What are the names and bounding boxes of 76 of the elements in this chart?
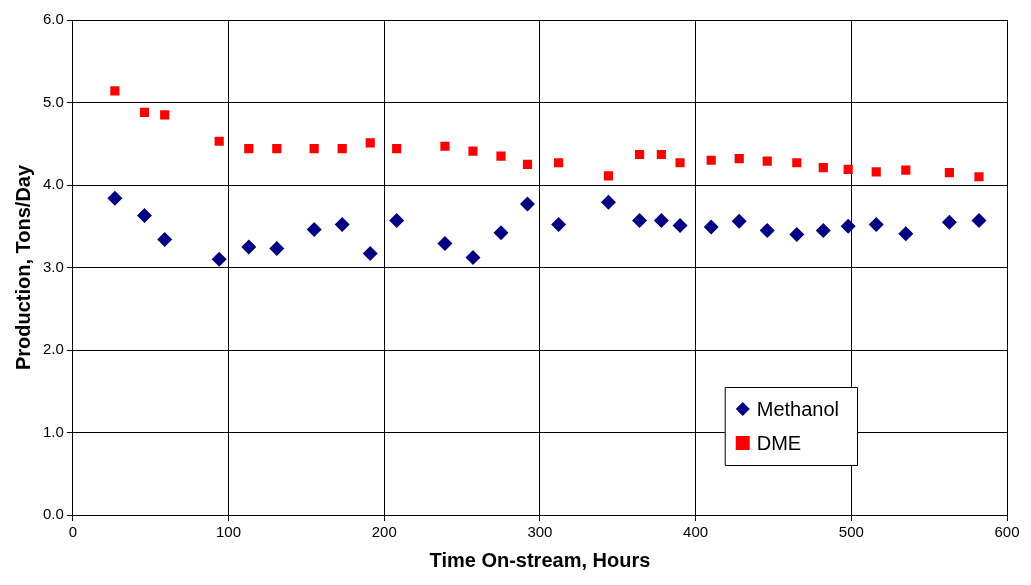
point (493, 225, 509, 241)
point (759, 222, 775, 238)
point (868, 217, 884, 233)
point (160, 110, 170, 120)
point (653, 212, 669, 228)
point (675, 158, 685, 168)
y-tick-label: 1.0 (42, 422, 64, 440)
point (734, 154, 744, 164)
y-tick-label: 6.0 (42, 10, 64, 28)
point (211, 251, 227, 267)
point (306, 222, 322, 238)
point (437, 236, 453, 252)
y-tick-label: 2.0 (42, 340, 64, 358)
point (672, 217, 688, 233)
point (632, 212, 648, 228)
point (971, 212, 987, 228)
y-tick-label: 0.0 (42, 505, 64, 523)
point (107, 190, 123, 206)
x-axis-title: Time On-stream, Hours (429, 548, 651, 571)
point (139, 107, 150, 117)
point (136, 208, 152, 224)
x-tick-label: 300 (527, 523, 553, 541)
point (871, 167, 881, 177)
y-axis-title: Production, Tons/Day (11, 164, 34, 371)
point (941, 214, 957, 230)
point (522, 159, 533, 169)
x-tick-label: 0 (68, 523, 78, 541)
point (110, 86, 120, 96)
point (898, 226, 914, 242)
point (337, 144, 347, 154)
y-tick-label: 3.0 (42, 257, 64, 275)
point (974, 172, 984, 182)
legend-label: DME (756, 431, 802, 454)
point (272, 144, 282, 154)
point (465, 250, 481, 266)
point (551, 217, 567, 233)
x-tick-label: 400 (683, 523, 709, 541)
point (656, 149, 666, 160)
point (944, 168, 954, 178)
y-tick-label: 5.0 (42, 92, 64, 110)
x-tick-label: 600 (994, 523, 1020, 541)
point (762, 156, 772, 166)
point (634, 149, 645, 160)
point (818, 163, 828, 173)
point (603, 171, 614, 181)
point (244, 144, 254, 154)
point (840, 218, 856, 234)
x-tick-label: 100 (216, 523, 242, 541)
point (706, 155, 716, 165)
point (519, 196, 535, 212)
point (440, 141, 450, 151)
x-tick-label: 500 (838, 523, 864, 541)
point (365, 138, 375, 148)
point (334, 217, 350, 233)
x-tick-label: 200 (371, 523, 397, 541)
point (241, 239, 257, 255)
point (157, 231, 173, 247)
point (392, 144, 402, 154)
point (554, 158, 564, 168)
point (468, 146, 478, 156)
point (731, 213, 747, 229)
point (843, 164, 853, 174)
point (309, 144, 319, 154)
y-tick-label: 4.0 (42, 175, 64, 193)
point (901, 165, 911, 175)
point (362, 245, 378, 261)
point (789, 227, 805, 242)
point (269, 241, 285, 257)
point (389, 212, 405, 228)
point (600, 194, 616, 210)
point (496, 151, 506, 161)
point (214, 136, 224, 146)
legend-label: Methanol (756, 397, 840, 420)
point (703, 219, 719, 235)
point (815, 222, 831, 238)
point (792, 158, 802, 168)
